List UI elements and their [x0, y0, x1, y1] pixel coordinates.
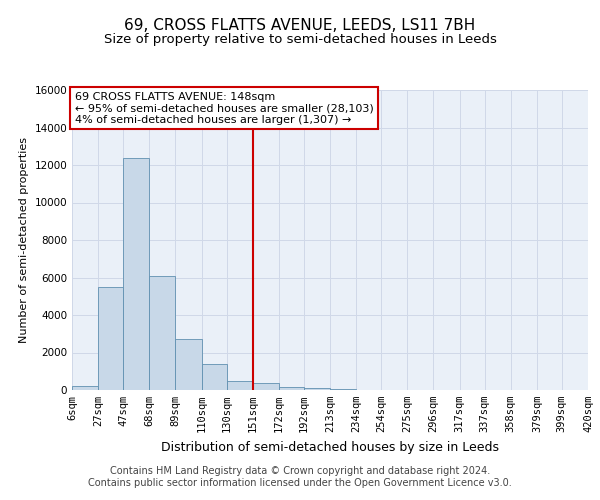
- Bar: [72, 386, 98, 390]
- Text: 69 CROSS FLATTS AVENUE: 148sqm
← 95% of semi-detached houses are smaller (28,103: 69 CROSS FLATTS AVENUE: 148sqm ← 95% of …: [74, 92, 373, 124]
- Bar: [202, 364, 227, 390]
- Bar: [279, 387, 304, 390]
- Text: 69, CROSS FLATTS AVENUE, LEEDS, LS11 7BH: 69, CROSS FLATTS AVENUE, LEEDS, LS11 7BH: [124, 18, 476, 32]
- Bar: [253, 384, 279, 390]
- Y-axis label: Number of semi-detached properties: Number of semi-detached properties: [19, 137, 29, 343]
- Bar: [175, 340, 202, 390]
- Bar: [227, 380, 253, 390]
- Bar: [330, 388, 356, 390]
- Text: Contains HM Land Registry data © Crown copyright and database right 2024.
Contai: Contains HM Land Registry data © Crown c…: [88, 466, 512, 487]
- Text: Size of property relative to semi-detached houses in Leeds: Size of property relative to semi-detach…: [104, 32, 496, 46]
- Bar: [304, 388, 330, 390]
- Bar: [98, 287, 123, 390]
- Bar: [123, 158, 149, 390]
- X-axis label: Distribution of semi-detached houses by size in Leeds: Distribution of semi-detached houses by …: [161, 440, 499, 454]
- Bar: [149, 276, 175, 390]
